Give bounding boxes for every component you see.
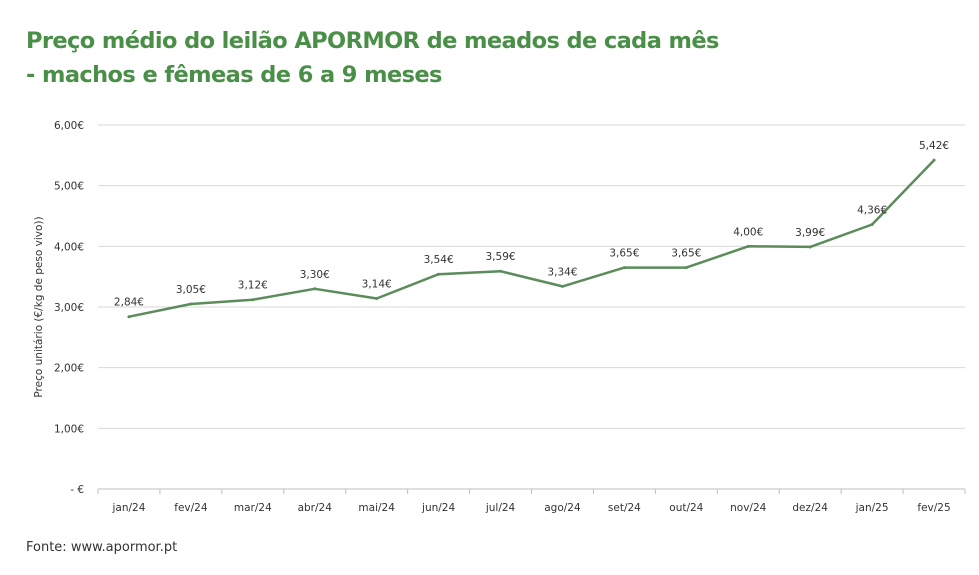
x-tick-label: mar/24	[234, 502, 272, 514]
y-tick-label: - €	[70, 484, 84, 496]
y-tick-label: 1,00€	[54, 423, 84, 435]
data-point	[622, 266, 626, 270]
data-label: 3,05€	[176, 284, 206, 296]
data-point	[499, 269, 503, 273]
x-tick-label: set/24	[608, 502, 641, 514]
x-tick-label: dez/24	[792, 502, 828, 514]
data-point	[313, 287, 317, 291]
data-label: 3,30€	[300, 269, 330, 281]
x-tick-label: out/24	[669, 502, 703, 514]
data-label: 2,84€	[114, 297, 144, 309]
source-note: Fonte: www.apormor.pt	[26, 540, 178, 555]
series-price	[127, 158, 936, 319]
x-tick-label: jan/25	[855, 502, 889, 514]
x-tick-label: fev/25	[917, 502, 950, 514]
x-tick-label: fev/24	[174, 502, 208, 514]
data-point	[437, 272, 441, 276]
x-tick-label: ago/24	[544, 502, 581, 514]
x-tick-label: jul/24	[485, 502, 516, 514]
x-tick-label: jan/24	[112, 502, 146, 514]
data-point	[560, 284, 564, 288]
gridlines	[98, 124, 965, 429]
data-point	[684, 266, 688, 270]
y-tick-label: 2,00€	[54, 363, 84, 375]
y-tick-label: 4,00€	[54, 241, 84, 253]
y-tick-label: 5,00€	[54, 181, 84, 193]
x-tick-label: mai/24	[358, 502, 395, 514]
x-axis	[97, 488, 966, 494]
data-label: 3,34€	[547, 266, 577, 278]
data-label: 3,59€	[486, 251, 516, 263]
y-axis-label: Preço unitário (€/kg de peso vivo))	[33, 216, 45, 397]
data-point	[932, 158, 936, 162]
x-axis-tick-labels: jan/24 fev/24 mar/24 abr/24 mai/24 jun/24 jul/…	[112, 502, 951, 514]
data-point	[870, 222, 874, 226]
data-label: 3,65€	[609, 248, 639, 260]
chart-title-line-1: Preço médio do leilão APORMOR de meados …	[26, 28, 719, 54]
data-label: 4,00€	[733, 226, 763, 238]
series-line	[127, 158, 936, 318]
x-tick-label: jun/24	[421, 502, 455, 514]
y-axis-tick-labels: - € 1,00€ 2,00€ 3,00€ 4,00€ 5,00€ 6,00€	[54, 120, 84, 496]
chart-title: Preço médio do leilão APORMOR de meados …	[26, 24, 926, 92]
data-label: 3,65€	[671, 248, 701, 260]
data-point	[746, 244, 750, 248]
data-point	[189, 302, 193, 306]
data-point	[127, 315, 131, 319]
data-label: 3,14€	[362, 279, 392, 291]
y-tick-label: 6,00€	[54, 120, 84, 132]
data-label: 3,12€	[238, 280, 268, 292]
y-tick-label: 3,00€	[54, 302, 84, 314]
data-label: 3,99€	[795, 227, 825, 239]
data-point	[251, 298, 255, 302]
chart-title-line-2: - machos e fêmeas de 6 a 9 meses	[26, 62, 442, 88]
x-tick-label: nov/24	[730, 502, 767, 514]
data-label: 3,54€	[424, 254, 454, 266]
data-point	[375, 297, 379, 301]
data-point	[808, 245, 812, 249]
x-tick-label: abr/24	[298, 502, 333, 514]
data-label: 4,36€	[857, 204, 887, 216]
data-labels: 2,84€ 3,05€ 3,12€ 3,30€ 3,14€ 3,54€ 3,59€ 3,34€…	[114, 140, 949, 309]
data-label: 5,42€	[919, 140, 949, 152]
